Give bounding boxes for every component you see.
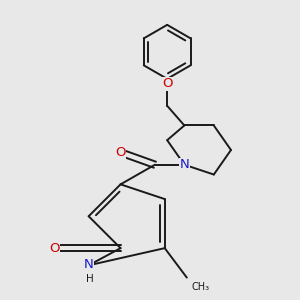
- Text: O: O: [162, 77, 172, 90]
- Text: O: O: [115, 146, 126, 159]
- Text: O: O: [49, 242, 60, 255]
- Text: N: N: [179, 158, 189, 171]
- Text: N: N: [84, 258, 94, 271]
- Text: H: H: [86, 274, 94, 284]
- Text: CH₃: CH₃: [192, 283, 210, 292]
